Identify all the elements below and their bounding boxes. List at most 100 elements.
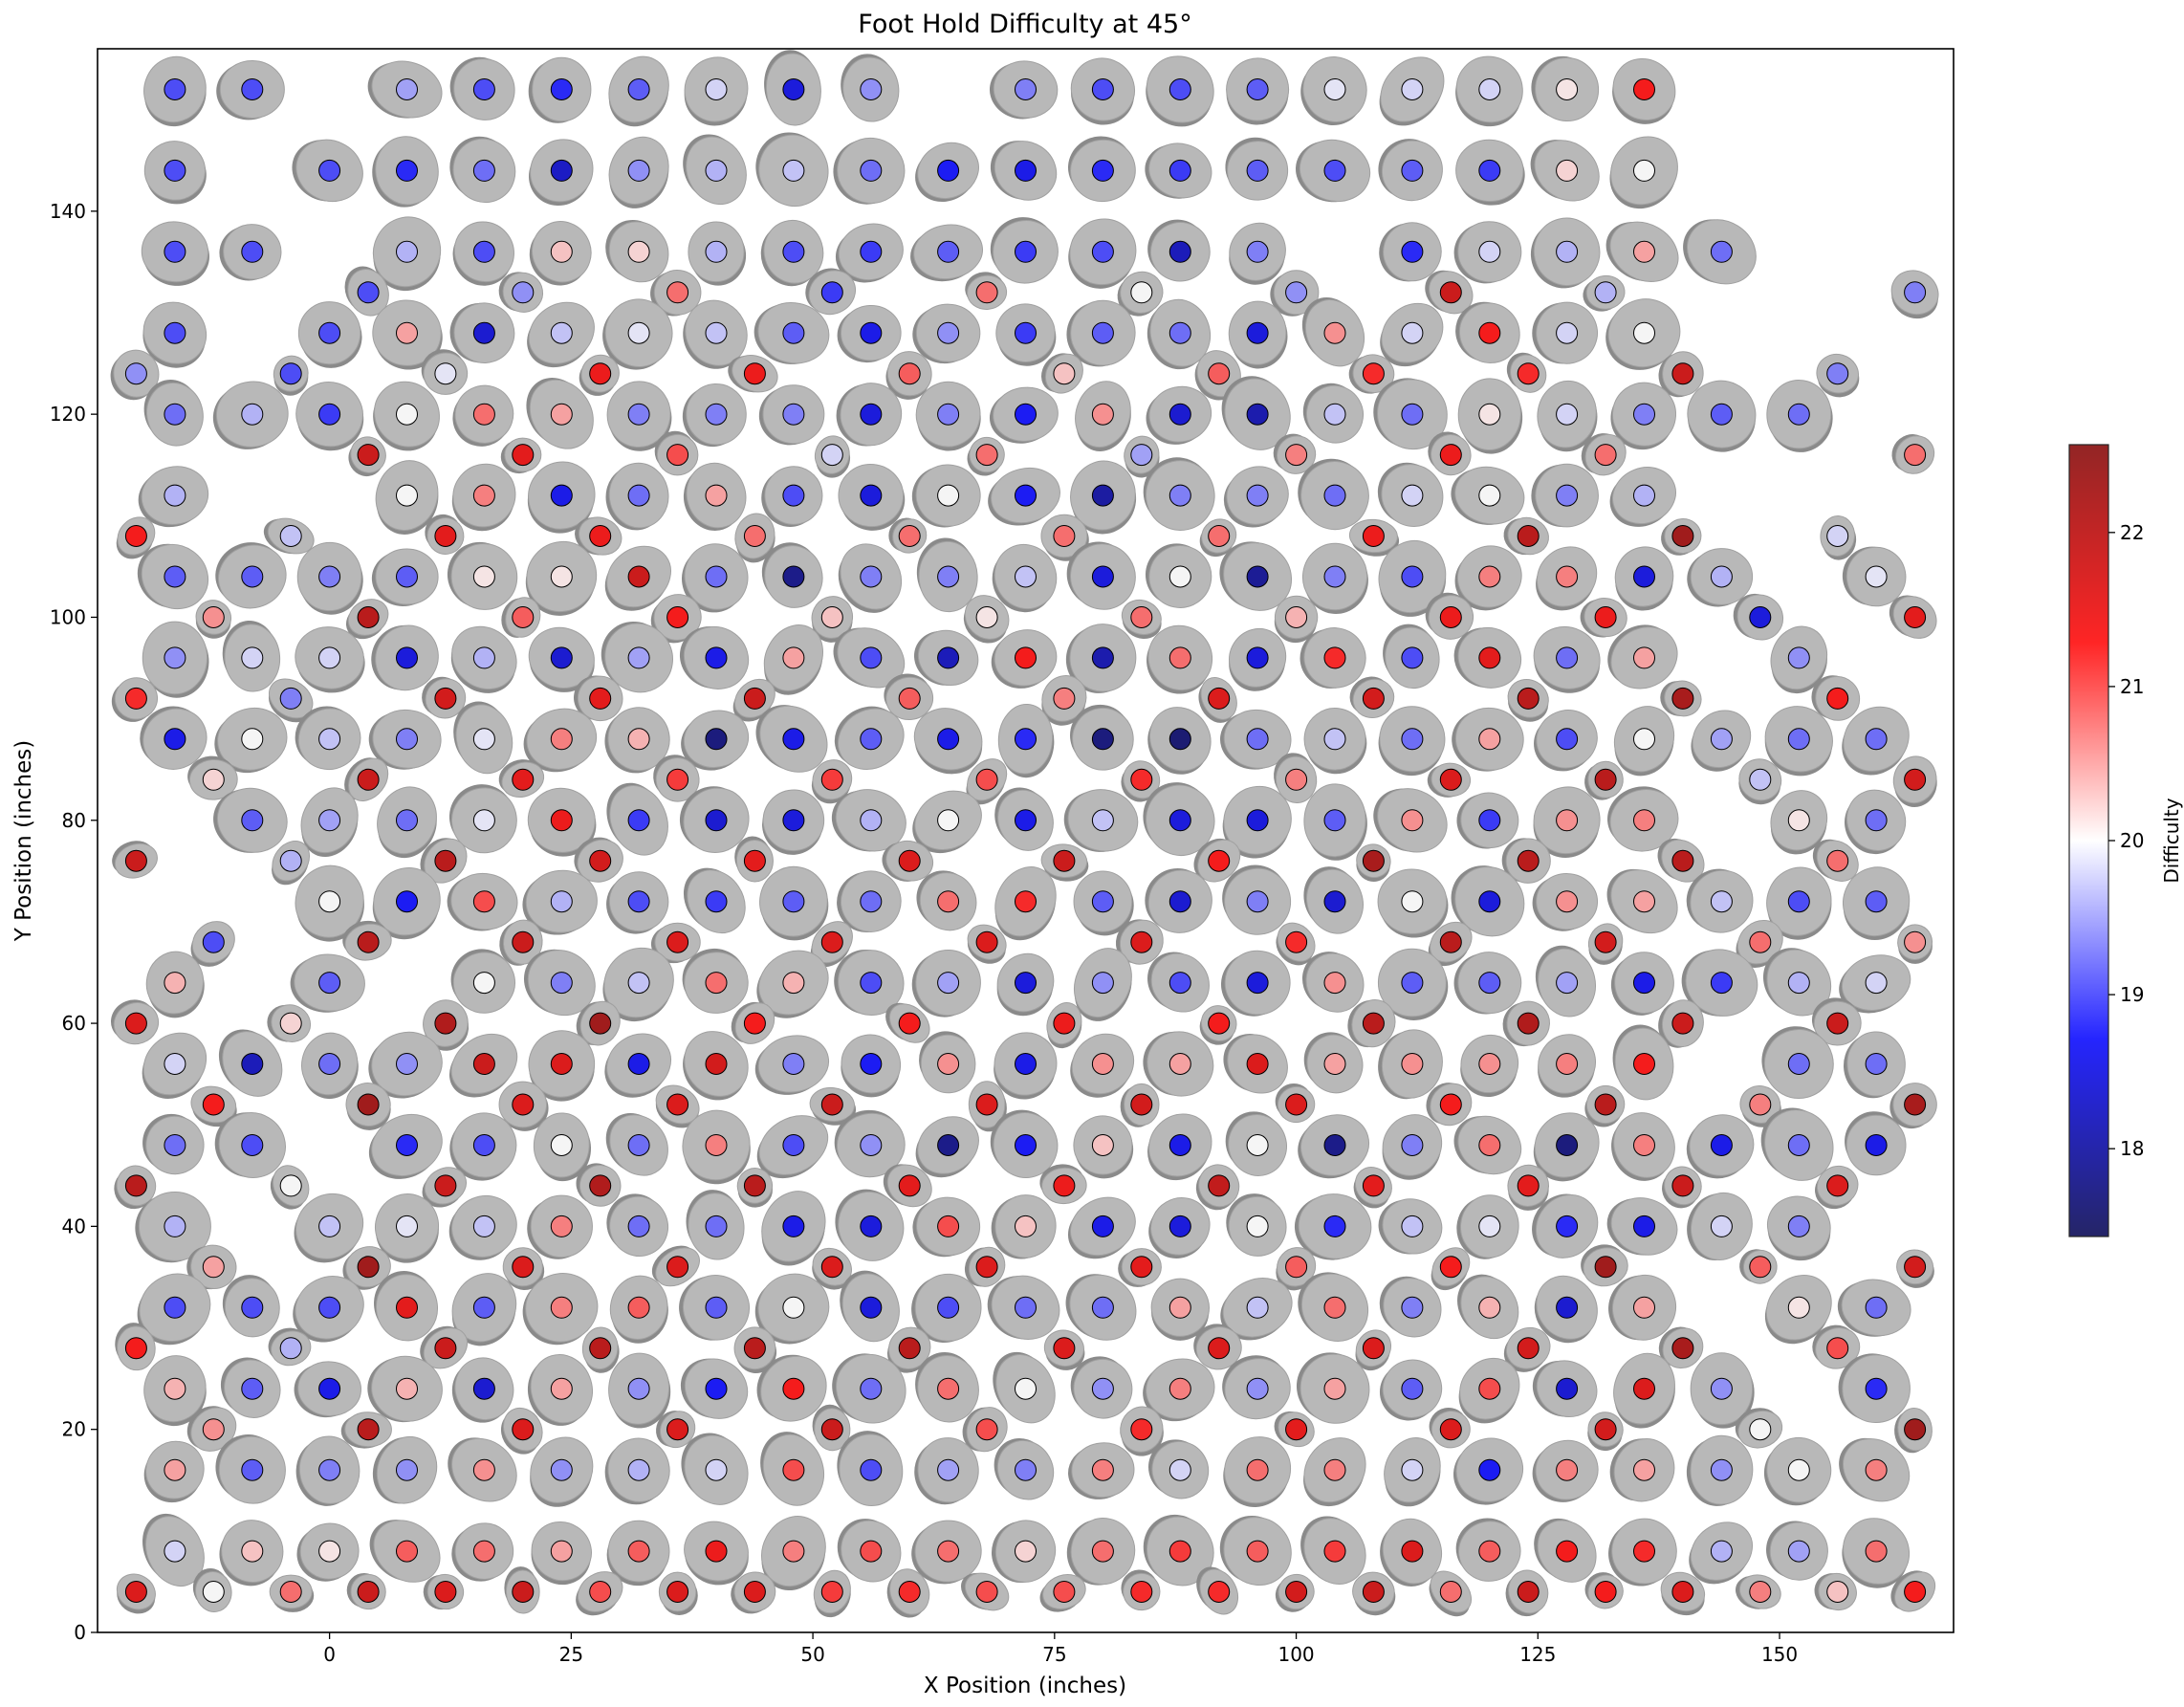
data-point [202, 1093, 225, 1116]
data-point [512, 606, 535, 628]
data-point [627, 1053, 650, 1075]
data-point [898, 1174, 921, 1197]
data-point [937, 1458, 960, 1481]
data-point [860, 646, 883, 669]
data-point [1710, 565, 1733, 588]
data-point [1362, 525, 1385, 547]
colorbar [2068, 444, 2109, 1237]
data-point [1633, 565, 1655, 588]
data-point [1401, 403, 1424, 426]
data-point [1323, 1053, 1346, 1075]
data-point [1826, 362, 1849, 385]
data-point [1168, 403, 1191, 426]
data-point [1401, 809, 1424, 832]
data-point [1091, 159, 1114, 182]
data-point [1633, 1134, 1655, 1156]
data-point [550, 484, 573, 507]
data-point [1208, 849, 1231, 872]
data-point [937, 1296, 960, 1319]
data-point [860, 565, 883, 588]
data-point [1053, 525, 1076, 547]
data-point [164, 159, 186, 182]
data-point [1285, 1418, 1308, 1441]
data-point [1015, 809, 1037, 832]
data-point [164, 484, 186, 507]
data-point [1594, 930, 1617, 953]
data-point [1323, 1377, 1346, 1400]
data-point [1594, 1581, 1617, 1603]
data-point [1594, 1418, 1617, 1441]
data-point [396, 728, 418, 751]
data-point [550, 1134, 573, 1156]
data-point [1478, 565, 1501, 588]
data-point [1053, 687, 1076, 710]
data-point [1323, 403, 1346, 426]
data-point [820, 1581, 843, 1603]
data-point [937, 1540, 960, 1563]
data-point [550, 809, 573, 832]
data-point [1478, 646, 1501, 669]
data-point [1633, 321, 1655, 344]
data-point [241, 728, 264, 751]
data-point [472, 972, 495, 995]
data-point [627, 809, 650, 832]
data-point [1323, 78, 1346, 100]
data-point [1285, 1093, 1308, 1116]
data-point [1478, 1053, 1501, 1075]
data-point [396, 240, 418, 263]
data-point [1323, 159, 1346, 182]
data-point [1904, 930, 1927, 953]
data-point [1208, 1581, 1231, 1603]
data-point [975, 768, 998, 791]
data-point [820, 930, 843, 953]
data-point [1556, 646, 1579, 669]
data-point [318, 809, 341, 832]
data-point [1091, 972, 1114, 995]
data-point [1787, 1540, 1810, 1563]
data-point [434, 687, 457, 710]
data-point [357, 930, 380, 953]
data-point [1826, 1337, 1849, 1360]
data-point [396, 809, 418, 832]
plot-frame [97, 48, 1955, 1633]
data-point [937, 646, 960, 669]
data-point [1130, 1093, 1153, 1116]
data-point [1478, 1377, 1501, 1400]
data-point [241, 78, 264, 100]
data-point [1168, 890, 1191, 913]
data-point [1556, 809, 1579, 832]
data-point [124, 525, 147, 547]
data-point [396, 1377, 418, 1400]
data-point [627, 972, 650, 995]
data-point [396, 646, 418, 669]
data-point [975, 1256, 998, 1279]
data-point [1091, 1053, 1114, 1075]
data-point [124, 1012, 147, 1035]
data-point [1671, 1012, 1694, 1035]
data-point [1594, 1093, 1617, 1116]
data-point [1633, 809, 1655, 832]
data-point [472, 240, 495, 263]
data-point [1633, 1458, 1655, 1481]
y-axis-ticks: 0 20 40 60 80 100 120 140 [50, 200, 98, 1644]
data-point [1556, 972, 1579, 995]
data-point [1208, 1337, 1231, 1360]
data-point [1168, 240, 1191, 263]
data-point [1015, 484, 1037, 507]
data-point [1091, 646, 1114, 669]
data-point [1246, 1540, 1269, 1563]
data-point [1208, 525, 1231, 547]
data-point [1285, 281, 1308, 304]
data-point [512, 444, 535, 467]
data-point [898, 1012, 921, 1035]
data-point [1633, 646, 1655, 669]
data-point [975, 930, 998, 953]
colorbar-tick-label: 21 [2120, 675, 2144, 698]
data-point [472, 728, 495, 751]
data-point [705, 646, 728, 669]
data-point [164, 1458, 186, 1481]
data-point [666, 930, 689, 953]
data-point [666, 606, 689, 628]
data-point [1478, 240, 1501, 263]
